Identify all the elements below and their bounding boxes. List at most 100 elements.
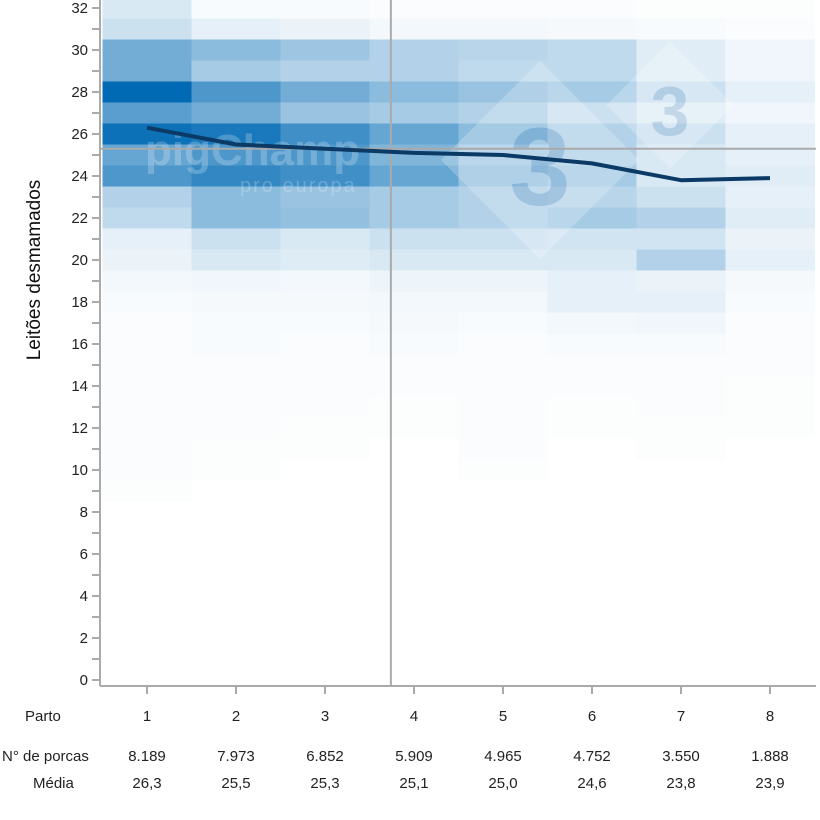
y-tick-label: 12 [71,420,88,437]
heatmap-cell [102,459,192,481]
y-tick-label: 6 [80,546,88,563]
heatmap-cell [191,417,281,439]
heatmap-cell [636,207,726,229]
heatmap-cell [458,459,548,481]
heatmap-cell [369,312,459,334]
heatmap-cell [725,123,815,145]
heatmap-cell [280,228,370,250]
heatmap-cell [280,459,370,481]
y-tick-label: 28 [71,84,88,101]
heatmap-cell [725,291,815,313]
heatmap-cell [458,186,548,208]
heatmap-cell [636,228,726,250]
heatmap-cell [369,354,459,376]
y-tick-label: 10 [71,462,88,479]
table-cell: 25,5 [221,775,250,792]
heatmap-cell [458,396,548,418]
heatmap-cell [547,18,637,40]
heatmap-cell [191,459,281,481]
heatmap-cell [102,417,192,439]
y-tick-label: 30 [71,42,88,59]
heatmap-cell [725,144,815,166]
heatmap-cell [725,375,815,397]
heatmap-cell [725,0,815,19]
heatmap-cell [369,165,459,187]
heatmap-cell [191,18,281,40]
heatmap-cell [102,291,192,313]
table-cell: 4.752 [573,748,611,765]
heatmap-cell [102,312,192,334]
heatmap-cell [280,417,370,439]
heatmap-cell [191,270,281,292]
x-tick-label: 1 [143,708,151,725]
heatmap-cell [191,228,281,250]
heatmap-cell [725,270,815,292]
x-tick-label: 3 [321,708,329,725]
table-cell: 25,1 [399,775,428,792]
heatmap-cells [102,0,815,502]
heatmap-cell [280,354,370,376]
heatmap-cell [636,186,726,208]
table-cell: 3.550 [662,748,700,765]
heatmap-cell [458,165,548,187]
heatmap-cell [191,375,281,397]
heatmap-cell [280,207,370,229]
heatmap-cell [725,81,815,103]
table-cell: 7.973 [217,748,255,765]
heatmap-cell [636,123,726,145]
heatmap-cell [636,144,726,166]
heatmap-cell [369,291,459,313]
heatmap-cell [458,375,548,397]
table-cell: 23,9 [755,775,784,792]
heatmap-cell [547,165,637,187]
heatmap-cell [280,396,370,418]
heatmap-cell [369,249,459,271]
heatmap-cell [191,480,281,502]
heatmap-cell [547,102,637,124]
heatmap-cell [458,291,548,313]
heatmap-cell [102,123,192,145]
heatmap-cell [102,186,192,208]
x-axis-label: Parto [25,708,61,725]
table-cell: 6.852 [306,748,344,765]
heatmap-cell [280,333,370,355]
heatmap-cell [458,333,548,355]
heatmap-cell [547,312,637,334]
heatmap-cell [547,81,637,103]
heatmap-cell [102,228,192,250]
x-tick-label: 6 [588,708,596,725]
heatmap-cell [369,459,459,481]
heatmap-cell [369,270,459,292]
heatmap-cell [547,123,637,145]
heatmap-cell [102,102,192,124]
heatmap-cell [636,312,726,334]
heatmap-cell [102,480,192,502]
heatmap-cell [458,228,548,250]
heatmap-cell [636,480,726,502]
heatmap-cell [369,102,459,124]
heatmap-cell [636,417,726,439]
heatmap-cell [725,417,815,439]
heatmap-cell [280,39,370,61]
heatmap-cell [102,81,192,103]
heatmap-cell [280,375,370,397]
heatmap-cell [102,144,192,166]
heatmap-cell [725,165,815,187]
watermark-sub: pro europa [240,175,357,197]
heatmap-cell [369,396,459,418]
heatmap-cell [458,312,548,334]
heatmap-cell [725,249,815,271]
heatmap-cell [725,312,815,334]
heatmap-cell [280,60,370,82]
heatmap-cell [458,81,548,103]
x-axis: 1 2 3 4 5 6 7 8 [100,685,816,725]
y-tick-label: 0 [80,672,88,689]
table-cell: 1.888 [751,748,789,765]
table-cell: 8.189 [128,748,166,765]
heatmap-cell [547,186,637,208]
y-tick-label: 26 [71,126,88,143]
y-tick-label: 16 [71,336,88,353]
heatmap-cell [547,459,637,481]
heatmap-cell [547,60,637,82]
